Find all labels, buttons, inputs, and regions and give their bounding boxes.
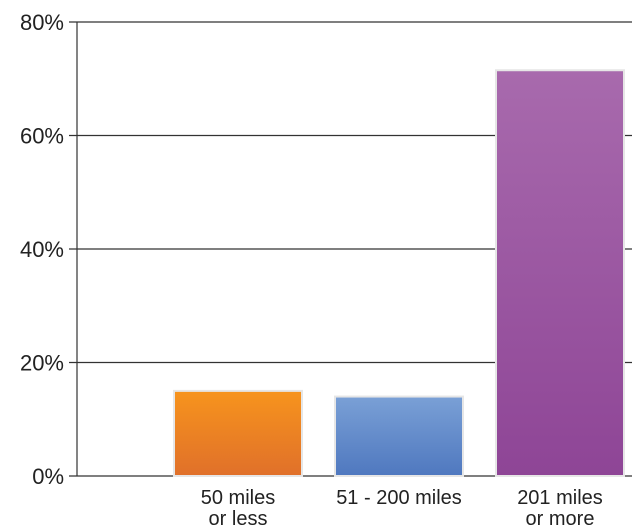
x-category-label: 51 - 200 miles (336, 487, 462, 509)
x-category-label: 201 miles (517, 487, 603, 509)
x-category-label: 50 miles (201, 487, 275, 509)
x-category-label: or more (526, 508, 595, 529)
bars (173, 69, 625, 478)
bar (334, 395, 464, 477)
y-tick-label: 60% (20, 124, 64, 149)
bar (495, 69, 625, 478)
y-tick-label: 20% (20, 351, 64, 376)
y-tick-label: 0% (32, 464, 64, 489)
y-axis: 0% 20% 40% 60% 80% (20, 10, 78, 489)
bar (173, 389, 303, 477)
y-tick-label: 80% (20, 10, 64, 35)
y-tick-label: 40% (20, 237, 64, 262)
x-category-label: or less (209, 508, 268, 529)
